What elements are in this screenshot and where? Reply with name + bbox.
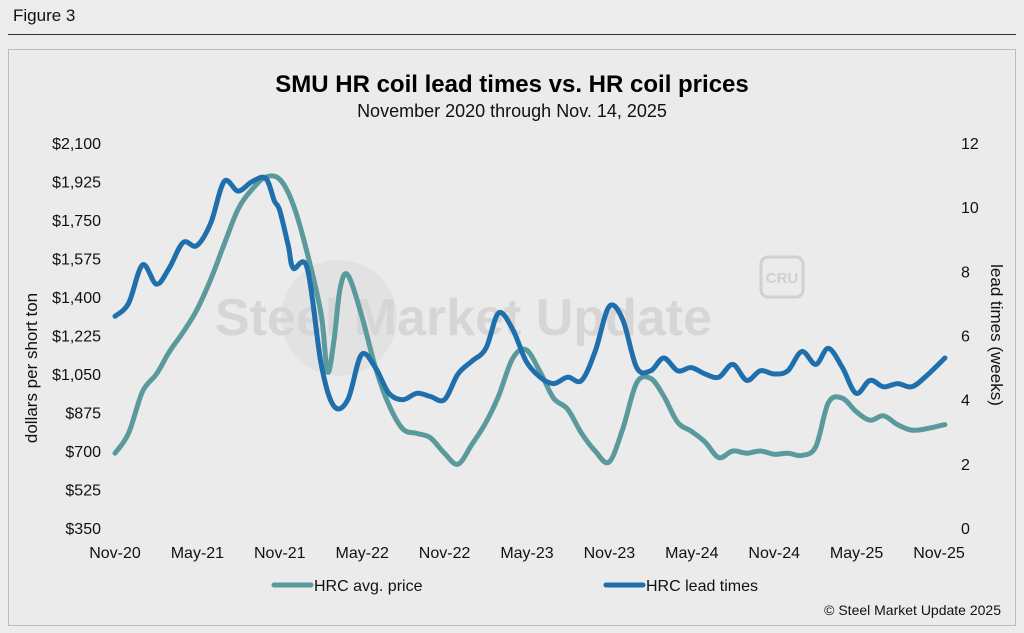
y-right-tick-label: 2 xyxy=(961,457,970,474)
x-axis-ticks: Nov-20 May-21 Nov-21 May-22 Nov-22 May-23 Nov-… xyxy=(89,545,965,562)
x-tick-label: Nov-24 xyxy=(748,545,800,562)
x-tick-label: Nov-22 xyxy=(419,545,471,562)
y-left-tick-label: $1,575 xyxy=(52,252,101,269)
chart-svg: Steel Market Update CRU SMU HR coil lead… xyxy=(22,71,1006,618)
figure-divider xyxy=(8,34,1016,35)
x-tick-label: Nov-23 xyxy=(584,545,636,562)
x-tick-label: May-23 xyxy=(500,545,553,562)
legend: HRC avg. price HRC lead times xyxy=(271,578,758,595)
y-left-tick-label: $350 xyxy=(65,521,101,538)
chart-title: SMU HR coil lead times vs. HR coil price… xyxy=(275,71,748,98)
y-axis-left-title: dollars per short ton xyxy=(22,293,41,443)
y-left-tick-label: $700 xyxy=(65,444,101,461)
y-left-tick-label: $1,750 xyxy=(52,213,101,230)
chart-subtitle: November 2020 through Nov. 14, 2025 xyxy=(357,101,667,121)
watermark-badge xyxy=(759,255,805,299)
y-axis-right-ticks: 12 10 8 6 4 2 0 xyxy=(961,136,979,538)
y-axis-left-ticks: $2,100 $1,925 $1,750 $1,575 $1,400 $1,225 $1,0… xyxy=(52,136,101,538)
y-left-tick-label: $525 xyxy=(65,483,101,500)
y-left-tick-label: $1,050 xyxy=(52,367,101,384)
y-right-tick-label: 0 xyxy=(961,521,970,538)
series-line-lead-times xyxy=(112,174,948,412)
copyright-text: © Steel Market Update 2025 xyxy=(824,602,1001,618)
x-tick-label: Nov-25 xyxy=(913,545,965,562)
x-tick-label: Nov-21 xyxy=(254,545,306,562)
x-tick-label: May-25 xyxy=(830,545,883,562)
figure-label: Figure 3 xyxy=(13,6,76,25)
y-right-tick-label: 12 xyxy=(961,136,979,153)
y-left-tick-label: $1,225 xyxy=(52,329,101,346)
watermark-text: Steel Market Update xyxy=(215,289,712,347)
series-layer xyxy=(112,173,948,467)
y-left-tick-label: $2,100 xyxy=(52,136,101,153)
y-axis-right-title: lead times (weeks) xyxy=(987,264,1006,406)
y-right-tick-label: 8 xyxy=(961,264,970,281)
legend-label-price: HRC avg. price xyxy=(314,578,423,595)
x-tick-label: May-22 xyxy=(336,545,389,562)
x-tick-label: Nov-20 xyxy=(89,545,141,562)
y-right-tick-label: 4 xyxy=(961,393,970,410)
watermark-badge-text: CRU xyxy=(766,270,799,287)
x-tick-label: May-21 xyxy=(171,545,224,562)
y-left-tick-label: $1,925 xyxy=(52,175,101,192)
watermark: Steel Market Update CRU xyxy=(215,255,805,376)
series-line-price xyxy=(112,173,948,467)
x-tick-label: May-24 xyxy=(665,545,718,562)
y-left-tick-label: $1,400 xyxy=(52,290,101,307)
y-left-tick-label: $875 xyxy=(65,406,101,423)
y-right-tick-label: 10 xyxy=(961,200,979,217)
chart-container: Steel Market Update CRU SMU HR coil lead… xyxy=(8,49,1016,626)
y-right-tick-label: 6 xyxy=(961,329,970,346)
legend-label-lead: HRC lead times xyxy=(646,578,758,595)
